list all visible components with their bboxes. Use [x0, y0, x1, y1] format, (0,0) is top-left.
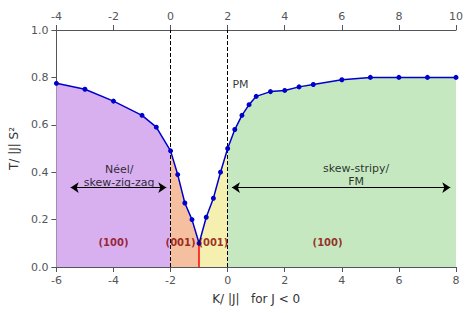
- svg-text:PM: PM: [232, 78, 248, 91]
- svg-text:0.6: 0.6: [31, 118, 49, 131]
- svg-text:skew-zig-zag: skew-zig-zag: [84, 176, 155, 189]
- svg-text:(100): (100): [313, 237, 343, 248]
- svg-text:2: 2: [281, 274, 288, 287]
- svg-text:0.2: 0.2: [31, 213, 49, 226]
- svg-text:6: 6: [338, 10, 345, 23]
- svg-text:8: 8: [395, 10, 402, 23]
- svg-text:0: 0: [224, 274, 231, 287]
- svg-text:FM: FM: [348, 175, 364, 188]
- svg-text:4: 4: [338, 274, 345, 287]
- svg-text:skew-stripy/: skew-stripy/: [323, 162, 390, 175]
- svg-text:-2: -2: [165, 274, 176, 287]
- svg-text:-4: -4: [51, 10, 62, 23]
- svg-text:2: 2: [224, 10, 231, 23]
- svg-text:T/ |J| S²: T/ |J| S²: [7, 127, 21, 171]
- svg-text:(100): (100): [98, 237, 128, 248]
- svg-text:4: 4: [281, 10, 288, 23]
- svg-text:-2: -2: [108, 10, 119, 23]
- svg-text:(001): (001): [166, 237, 196, 248]
- svg-text:1.0: 1.0: [31, 24, 49, 37]
- svg-text:0.4: 0.4: [31, 166, 49, 179]
- svg-text:Néel/: Néel/: [105, 163, 134, 176]
- svg-text:(001): (001): [198, 237, 228, 248]
- svg-text:K/ |J| for J < 0: K/ |J| for J < 0: [212, 292, 300, 306]
- svg-text:-4: -4: [108, 274, 119, 287]
- svg-text:6: 6: [395, 274, 402, 287]
- svg-text:0.8: 0.8: [31, 71, 49, 84]
- svg-text:8: 8: [453, 274, 460, 287]
- svg-text:0.0: 0.0: [31, 261, 49, 274]
- svg-text:0: 0: [167, 10, 174, 23]
- svg-text:10: 10: [449, 10, 463, 23]
- svg-text:-6: -6: [51, 274, 62, 287]
